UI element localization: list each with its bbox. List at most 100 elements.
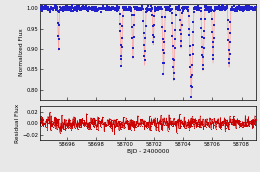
Point — [57, 38, 61, 41]
Point — [119, 123, 123, 126]
Point — [244, 7, 248, 10]
Point — [207, 125, 211, 128]
Point — [70, 125, 74, 128]
Point — [145, 7, 149, 9]
Point — [187, 34, 192, 36]
Point — [152, 122, 156, 125]
Point — [117, 121, 121, 124]
Point — [90, 122, 95, 125]
Point — [114, 7, 118, 9]
Point — [89, 128, 93, 131]
Point — [92, 7, 96, 9]
Point — [69, 129, 74, 131]
Point — [194, 6, 198, 8]
Point — [207, 9, 211, 12]
Point — [79, 7, 83, 9]
Point — [186, 118, 191, 121]
Point — [108, 121, 113, 124]
Point — [65, 126, 69, 128]
Point — [232, 122, 236, 125]
Point — [50, 126, 55, 128]
Point — [231, 7, 235, 10]
Point — [168, 8, 173, 10]
Point — [139, 7, 143, 10]
Point — [211, 53, 215, 56]
Point — [73, 120, 77, 123]
Point — [42, 122, 46, 125]
Point — [133, 126, 137, 128]
Point — [241, 7, 245, 10]
Point — [67, 117, 71, 120]
Point — [249, 8, 254, 11]
Point — [46, 115, 50, 118]
Point — [81, 5, 85, 8]
Point — [107, 7, 111, 10]
Point — [216, 122, 220, 124]
Point — [72, 9, 76, 12]
Point — [209, 121, 213, 124]
Point — [40, 5, 44, 8]
Point — [220, 120, 225, 123]
Point — [64, 6, 68, 9]
Point — [183, 120, 187, 123]
Point — [140, 6, 144, 9]
Point — [203, 5, 207, 8]
Point — [95, 8, 99, 10]
Point — [131, 126, 135, 128]
Point — [247, 5, 251, 8]
Point — [107, 7, 111, 10]
Point — [108, 117, 112, 120]
Point — [111, 123, 115, 125]
Point — [170, 125, 174, 127]
Point — [241, 121, 245, 124]
Point — [141, 122, 146, 125]
Point — [249, 119, 254, 122]
Point — [143, 125, 147, 128]
Point — [183, 127, 187, 130]
Point — [145, 121, 149, 123]
Point — [193, 6, 197, 9]
Point — [157, 7, 161, 10]
Point — [114, 10, 119, 12]
Point — [51, 122, 55, 124]
Point — [79, 123, 83, 126]
Point — [208, 7, 212, 10]
Point — [163, 6, 167, 9]
Point — [149, 128, 153, 131]
Point — [246, 7, 250, 10]
Point — [57, 118, 61, 120]
Point — [80, 117, 84, 120]
Point — [192, 125, 196, 127]
Point — [234, 6, 238, 9]
Point — [121, 117, 125, 120]
Point — [69, 7, 73, 10]
Point — [127, 128, 131, 131]
Point — [84, 112, 89, 115]
Point — [73, 127, 77, 129]
Point — [252, 7, 256, 10]
Point — [221, 7, 225, 9]
Point — [106, 7, 110, 10]
Point — [75, 123, 79, 126]
Point — [249, 123, 253, 126]
Point — [38, 125, 43, 127]
Point — [220, 6, 224, 9]
Point — [142, 58, 147, 61]
Point — [145, 7, 149, 10]
Point — [169, 8, 173, 11]
Point — [178, 113, 182, 116]
Point — [136, 8, 140, 10]
Point — [86, 7, 90, 9]
Point — [239, 125, 243, 127]
Point — [249, 7, 253, 10]
Point — [137, 9, 141, 11]
Point — [174, 121, 178, 124]
Point — [43, 4, 47, 7]
Point — [159, 114, 163, 117]
Point — [112, 7, 116, 10]
Point — [206, 125, 211, 128]
Point — [38, 6, 43, 9]
Point — [188, 45, 192, 48]
Point — [232, 5, 237, 7]
Point — [91, 7, 95, 10]
